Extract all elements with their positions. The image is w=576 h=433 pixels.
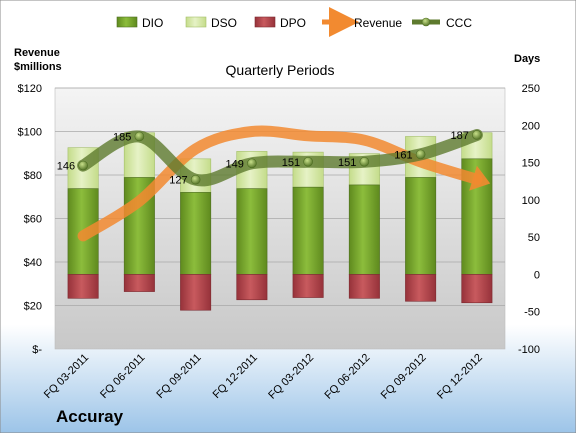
ccc-point: [190, 174, 201, 185]
legend-swatch-dpo: [254, 16, 276, 28]
left-tick-label: $40: [24, 257, 42, 269]
right-tick-label: -50: [524, 307, 540, 319]
legend-swatch-dio: [116, 16, 138, 28]
right-axis-ticks: -100 -50 0 50 100 150 200 250: [518, 83, 540, 356]
ccc-data-label: 161: [394, 149, 412, 161]
ccc-point: [134, 131, 145, 142]
chart-title: Quarterly Periods: [226, 62, 335, 78]
ccc-data-label: 185: [113, 131, 131, 143]
left-axis-ticks: $- $20 $40 $60 $80 $100 $120: [18, 83, 43, 356]
right-tick-label: 150: [522, 158, 540, 170]
legend-label-dso: DSO: [211, 16, 237, 30]
right-tick-label: -100: [518, 344, 540, 356]
ccc-data-label: 146: [57, 161, 75, 173]
ccc-data-label: 151: [338, 157, 356, 169]
legend: DIO DSO DPO Revenue CCC: [116, 7, 472, 37]
bar-dio: [405, 177, 437, 275]
legend-label-dpo: DPO: [280, 16, 306, 30]
bar-dpo: [292, 274, 324, 298]
left-tick-label: $100: [18, 127, 42, 139]
legend-label-dio: DIO: [142, 16, 163, 30]
bar-dpo: [123, 274, 155, 292]
bar-dpo: [236, 274, 268, 301]
right-tick-label: 200: [522, 120, 540, 132]
ccc-data-label: 151: [282, 157, 300, 169]
ccc-point: [303, 157, 313, 167]
ccc-data-label: 127: [169, 175, 187, 187]
legend-label-revenue: Revenue: [354, 16, 402, 30]
ccc-data-label: 187: [451, 130, 469, 142]
ccc-point: [247, 158, 257, 169]
right-tick-label: 0: [534, 269, 540, 281]
right-tick-label: 100: [522, 195, 540, 207]
legend-swatch-ccc-dot: [421, 17, 431, 27]
left-tick-label: $80: [24, 170, 42, 182]
legend-swatch-dso: [185, 16, 207, 28]
ccc-point: [359, 157, 370, 167]
right-axis-title: Days: [514, 53, 540, 65]
ccc-point: [78, 160, 88, 171]
left-axis-title-line1: Revenue: [14, 47, 60, 59]
left-tick-label: $20: [24, 301, 42, 313]
bar-dpo: [405, 274, 437, 302]
left-tick-label: $120: [18, 83, 42, 95]
company-name: Accuray: [56, 407, 124, 426]
right-tick-label: 250: [522, 83, 540, 95]
ccc-line-layer: 146 185 127 149 151 151 161 187: [57, 129, 483, 187]
left-tick-label: $60: [24, 214, 42, 226]
left-axis-title-line2: $millions: [14, 61, 62, 73]
bar-dio: [292, 186, 324, 275]
bar-dio: [348, 184, 380, 275]
ccc-point: [415, 149, 426, 160]
ccc-data-label: 149: [226, 158, 244, 170]
ccc-point: [472, 130, 482, 140]
bar-dpo: [67, 274, 99, 299]
revenue-arrowhead: [469, 165, 491, 191]
legend-label-ccc: CCC: [446, 16, 472, 30]
bar-dpo: [348, 274, 380, 299]
right-tick-label: 50: [528, 232, 540, 244]
bar-dpo: [461, 274, 493, 304]
bar-dpo: [180, 274, 212, 311]
bar-dio: [180, 192, 212, 275]
bar-dio: [236, 188, 268, 275]
left-tick-label: $-: [32, 344, 42, 356]
